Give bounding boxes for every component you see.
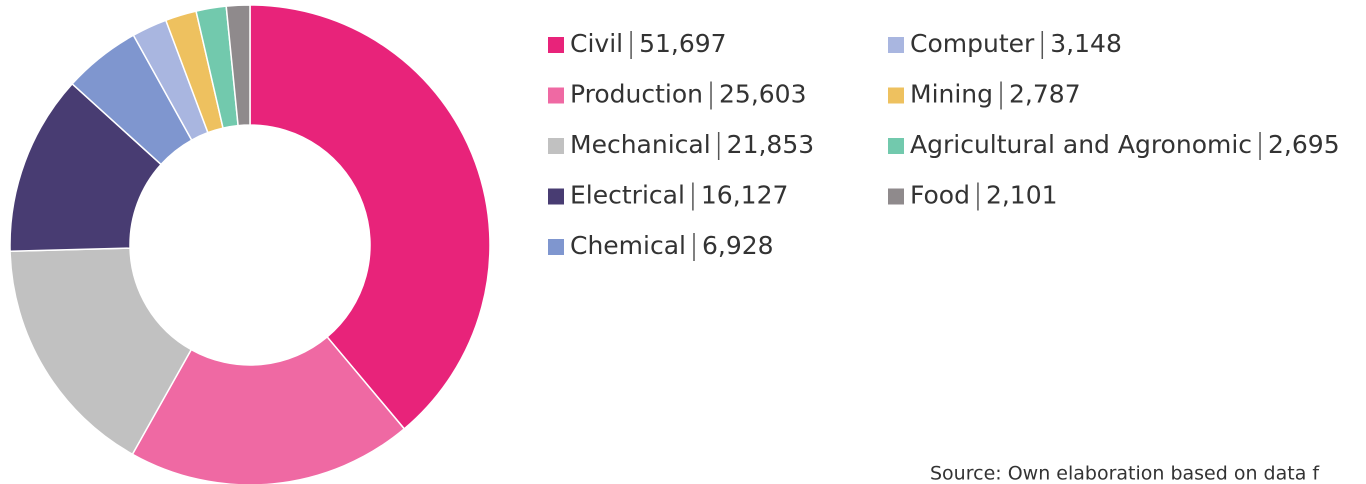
legend-value: 3,148 — [1050, 29, 1122, 58]
legend-swatch — [888, 37, 904, 53]
legend-label: Food — [910, 181, 970, 210]
legend-label: Agricultural and Agronomic — [910, 130, 1252, 159]
legend-value: 2,695 — [1268, 130, 1340, 159]
legend-value: 16,127 — [701, 181, 788, 210]
legend-value: 51,697 — [639, 29, 726, 58]
donut-slice — [225, 4, 251, 127]
legend-swatch — [548, 138, 564, 154]
donut-slice — [249, 4, 491, 430]
legend-swatch — [548, 87, 564, 104]
legend-value: 21,853 — [727, 130, 814, 159]
legend-value: 2,101 — [986, 181, 1058, 210]
legend-swatch — [548, 37, 564, 53]
source-note: Source: Own elaboration based on data f — [930, 463, 1320, 484]
legend-value: 6,928 — [702, 231, 774, 260]
legend-label: Electrical — [570, 181, 685, 210]
legend-swatch — [888, 188, 904, 205]
donut-slice — [131, 335, 406, 484]
legend-swatch — [548, 188, 564, 205]
legend-value: 25,603 — [719, 80, 806, 109]
legend-label: Computer — [910, 29, 1035, 58]
legend-swatch — [548, 239, 564, 255]
donut-slice — [9, 247, 193, 456]
legend-swatch — [888, 138, 904, 154]
legend-swatch — [888, 87, 904, 104]
legend-label: Mechanical — [570, 130, 711, 159]
legend-label: Production — [570, 80, 703, 109]
legend-value: 2,787 — [1009, 80, 1081, 109]
legend-label: Mining — [910, 80, 993, 109]
legend-label: Civil — [570, 29, 623, 58]
legend-label: Chemical — [570, 231, 686, 260]
